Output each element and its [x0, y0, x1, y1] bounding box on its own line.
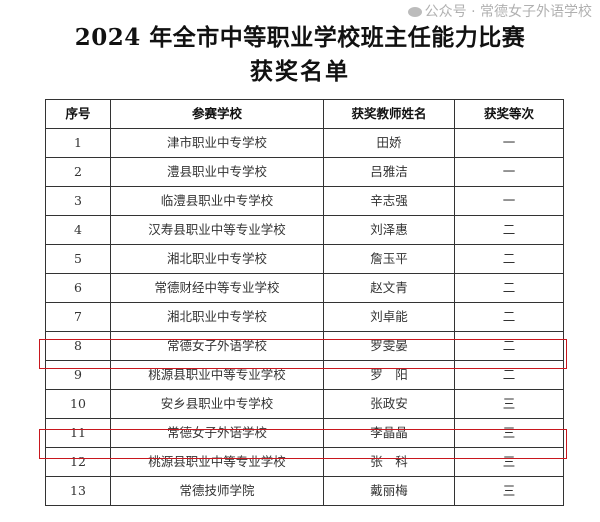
- document-subtitle: 获奖名单: [250, 58, 350, 85]
- cell-award: 二: [454, 244, 564, 274]
- header-index: 序号: [45, 99, 111, 129]
- cell-teacher: 张政安: [323, 389, 455, 419]
- cell-index: 10: [45, 389, 111, 419]
- cell-index: 11: [45, 418, 111, 448]
- cell-teacher: 辛志强: [323, 186, 455, 216]
- cell-school: 常德技师学院: [110, 476, 324, 506]
- table-row: 6 常德财经中等专业学校 赵文青二: [45, 273, 564, 303]
- cell-teacher: 李晶晶: [323, 418, 455, 448]
- wechat-icon: [407, 7, 422, 17]
- table-row: 2 澧县职业中专学校 吕雅洁一: [45, 157, 564, 187]
- table-row: 3 临澧县职业中专学校 辛志强一: [45, 186, 564, 216]
- watermark-text: 公众号 · 常德女子外语学校: [424, 4, 592, 20]
- cell-award: 三: [454, 447, 564, 477]
- cell-teacher: 田娇: [323, 128, 455, 158]
- cell-award: 一: [454, 157, 564, 187]
- cell-index: 5: [45, 244, 111, 274]
- cell-teacher: 刘泽惠: [323, 215, 455, 245]
- cell-index: 13: [45, 476, 111, 506]
- header-school: 参赛学校: [110, 99, 324, 129]
- cell-award: 二: [454, 360, 564, 390]
- table-row: 5 湘北职业中专学校 詹玉平二: [45, 244, 564, 274]
- cell-award: 二: [454, 302, 564, 332]
- cell-index: 7: [45, 302, 111, 332]
- table-row: 8 常德女子外语学校 罗雯晏二: [45, 331, 564, 361]
- cell-index: 9: [45, 360, 111, 390]
- cell-school: 汉寿县职业中等专业学校: [110, 215, 324, 245]
- cell-teacher: 戴丽梅: [323, 476, 455, 506]
- cell-teacher: 詹玉平: [323, 244, 455, 274]
- cell-school: 临澧县职业中专学校: [110, 186, 324, 216]
- cell-index: 4: [45, 215, 111, 245]
- cell-award: 三: [454, 389, 564, 419]
- award-table: 序号 参赛学校 获奖教师姓名 获奖等次 1 津市职业中专学校 田娇一 2 澧县职业中专学…: [45, 99, 564, 506]
- cell-index: 2: [45, 157, 111, 187]
- cell-teacher: 刘卓能: [323, 302, 455, 332]
- cell-school: 桃源县职业中等专业学校: [110, 360, 324, 390]
- table-row: 4 汉寿县职业中等专业学校 刘泽惠二: [45, 215, 564, 245]
- cell-school: 安乡县职业中专学校: [110, 389, 324, 419]
- highlight-box-row-11: [39, 429, 567, 459]
- cell-school: 常德女子外语学校: [110, 418, 324, 448]
- header-award: 获奖等次: [454, 99, 564, 129]
- document-title: 2024 年全市中等职业学校班主任能力比赛: [74, 24, 526, 51]
- cell-school: 津市职业中专学校: [110, 128, 324, 158]
- cell-teacher: 罗雯晏: [323, 331, 455, 361]
- table-header-row: 序号 参赛学校 获奖教师姓名 获奖等次: [45, 99, 564, 129]
- cell-award: 二: [454, 331, 564, 361]
- table-row: 10 安乡县职业中专学校 张政安三: [45, 389, 564, 419]
- table-row: 12 桃源县职业中等专业学校张 科三: [45, 447, 564, 477]
- cell-index: 3: [45, 186, 111, 216]
- watermark: 公众号 · 常德女子外语学校: [407, 3, 592, 21]
- header-teacher: 获奖教师姓名: [323, 99, 455, 129]
- table-row: 11 常德女子外语学校 李晶晶三: [45, 418, 564, 448]
- cell-award: 二: [454, 273, 564, 303]
- cell-teacher: 吕雅洁: [323, 157, 455, 187]
- cell-school: 桃源县职业中等专业学校: [110, 447, 324, 477]
- cell-school: 常德财经中等专业学校: [110, 273, 324, 303]
- cell-school: 湘北职业中专学校: [110, 244, 324, 274]
- cell-school: 常德女子外语学校: [110, 331, 324, 361]
- cell-index: 1: [45, 128, 111, 158]
- cell-award: 二: [454, 215, 564, 245]
- cell-award: 三: [454, 476, 564, 506]
- cell-school: 澧县职业中专学校: [110, 157, 324, 187]
- table-row: 7 湘北职业中专学校 刘卓能二: [45, 302, 564, 332]
- cell-school: 湘北职业中专学校: [110, 302, 324, 332]
- cell-award: 一: [454, 128, 564, 158]
- cell-award: 一: [454, 186, 564, 216]
- cell-teacher: 赵文青: [323, 273, 455, 303]
- table-row: 1 津市职业中专学校 田娇一: [45, 128, 564, 158]
- cell-index: 6: [45, 273, 111, 303]
- table-row: 13 常德技师学院 戴丽梅三: [45, 476, 564, 506]
- highlight-box-row-8: [39, 339, 567, 369]
